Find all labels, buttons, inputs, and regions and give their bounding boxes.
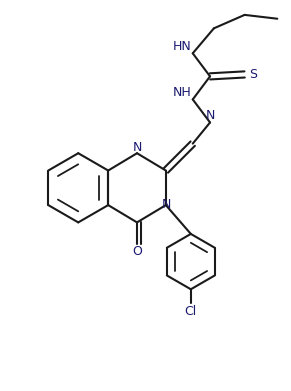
Text: Cl: Cl bbox=[185, 305, 197, 317]
Text: N: N bbox=[206, 109, 216, 122]
Text: S: S bbox=[249, 68, 257, 81]
Text: HN: HN bbox=[173, 40, 191, 53]
Text: NH: NH bbox=[173, 86, 191, 99]
Text: N: N bbox=[133, 141, 143, 154]
Text: N: N bbox=[162, 198, 171, 211]
Text: O: O bbox=[132, 246, 142, 258]
